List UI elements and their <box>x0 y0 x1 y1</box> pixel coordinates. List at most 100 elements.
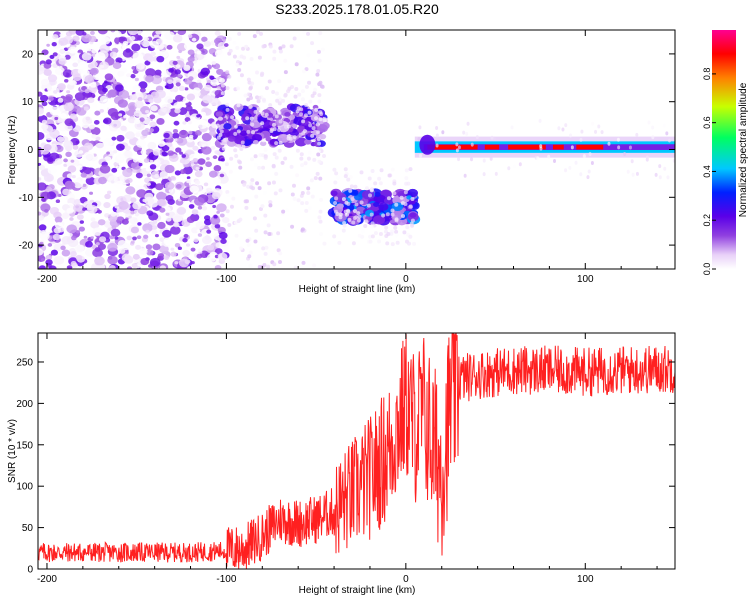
spectrogram-cell <box>300 97 305 102</box>
spectrogram-cell <box>85 241 93 248</box>
spectrogram-cell <box>277 260 282 265</box>
spectrogram-cell <box>272 56 277 61</box>
spectrogram-cell <box>145 244 153 250</box>
spectrogram-cell <box>283 156 288 161</box>
spectrogram-cell <box>76 165 83 171</box>
spectrogram-cell <box>54 116 59 121</box>
spectrogram-cell <box>61 213 69 219</box>
spectrogram-cell <box>234 154 239 159</box>
spectrogram-cell <box>45 59 52 65</box>
spectrogram-cell <box>236 129 241 134</box>
spectrogram-cell <box>158 44 164 49</box>
spectrogram-cell <box>134 100 144 109</box>
spectrogram-cell <box>463 173 467 178</box>
spectrogram-cell <box>307 206 312 211</box>
spectrogram-cell <box>106 93 111 97</box>
spectrogram-cell <box>156 198 166 207</box>
spectrogram-cell <box>319 112 324 117</box>
spectrogram-cell <box>197 82 202 86</box>
spectrogram-cell <box>124 150 133 158</box>
spectrogram-cell <box>383 229 388 234</box>
spectrogram-cell <box>217 42 227 50</box>
spectrogram-cell <box>183 64 191 71</box>
spectrogram-cell <box>404 176 409 181</box>
spectrogram-cell <box>177 162 184 168</box>
spectrogram-cell <box>244 101 249 106</box>
spectrogram-cell <box>63 102 74 112</box>
spectrogram-cell <box>263 213 268 218</box>
spectrogram-cell <box>239 54 244 59</box>
spectrogram-cell <box>318 117 323 122</box>
spectrogram-cell <box>342 221 347 226</box>
spectrogram-cell <box>165 195 174 202</box>
spectrogram-cell <box>410 218 415 223</box>
spectrogram-cell <box>346 209 351 214</box>
spectrogram-cell <box>256 99 261 104</box>
spectrogram-cell <box>90 221 100 229</box>
x-tick-label: -100 <box>216 274 236 285</box>
spectrogram-cell <box>386 196 391 201</box>
spectrogram-cell <box>364 219 369 224</box>
spectrogram-cell <box>225 190 230 195</box>
spectrogram-cell <box>295 148 300 153</box>
spectrogram-cell <box>59 33 64 37</box>
spectrogram-cell <box>163 132 170 138</box>
spectrogram-cell <box>250 122 255 127</box>
spectrogram-cell <box>111 136 117 141</box>
spectrogram-cell <box>72 62 79 68</box>
spectrogram-cell <box>167 142 173 148</box>
spectrogram-cell <box>178 130 189 139</box>
spectrogram-cell <box>243 199 248 204</box>
spectrogram-cell <box>564 168 568 173</box>
spectrogram-cell <box>164 96 174 104</box>
spectrogram-cell <box>557 126 561 131</box>
spectrogram-cell <box>38 248 44 256</box>
spectrogram-cell <box>280 160 285 165</box>
spectrogram-cell <box>408 199 416 205</box>
spectrogram-cell <box>315 122 320 127</box>
spectrogram-cell <box>277 110 282 115</box>
spectrogram-cell <box>189 134 194 139</box>
spectrogram-cell <box>75 30 85 36</box>
spectrogram-cell <box>69 217 74 221</box>
spectrogram-cell <box>141 129 149 137</box>
snr-x-axis: -200 -100 0 100 <box>37 333 658 585</box>
spectrogram-cell <box>54 216 63 224</box>
spectrogram-cell <box>113 80 118 85</box>
spectrogram-cell <box>95 73 103 80</box>
spectrogram-cell <box>341 228 346 233</box>
spectrogram-cell <box>235 45 240 50</box>
spectrogram-cell <box>134 77 139 82</box>
spectrogram-cell <box>300 89 305 94</box>
spectrogram-cell <box>179 158 186 164</box>
spectrogram-cell <box>277 101 282 106</box>
spectrogram-cell <box>303 113 308 118</box>
spectrogram-cell <box>201 206 208 211</box>
spectrogram-cell <box>211 61 217 65</box>
spectrogram-cell <box>111 120 122 129</box>
spectrogram-cell <box>318 176 323 181</box>
spectrogram-cell <box>317 124 328 133</box>
spectrogram-cell <box>390 167 395 172</box>
spectrogram-cell <box>187 120 193 125</box>
y-tick-label: -10 <box>19 193 34 204</box>
spectrogram-cell <box>304 84 309 89</box>
spectrogram-cell <box>343 174 348 179</box>
spectrogram-cell <box>194 180 201 185</box>
spectrogram-cell <box>62 69 73 78</box>
spectrogram-cell <box>203 40 212 47</box>
spectrogram-cell <box>272 262 277 267</box>
spectrogram-cell <box>335 175 340 180</box>
spectrogram-cell <box>136 62 145 70</box>
spectrogram-cell <box>616 137 620 142</box>
spectrogram-cell <box>282 229 287 234</box>
spectrogram-cell <box>278 49 283 54</box>
spectrogram-cell <box>295 173 300 178</box>
spectrogram-cell <box>292 36 297 41</box>
spectrogram-cell <box>75 254 83 261</box>
spectrogram-cell <box>212 177 222 185</box>
spectrogram-cell <box>232 40 237 45</box>
spectrogram-cell <box>264 245 269 250</box>
spectrogram-cell <box>71 235 77 241</box>
